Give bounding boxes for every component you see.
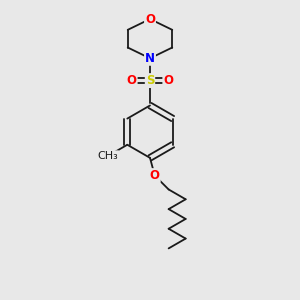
Text: O: O: [145, 13, 155, 26]
Text: O: O: [127, 74, 137, 87]
Text: S: S: [146, 74, 154, 87]
Text: N: N: [145, 52, 155, 65]
Text: O: O: [163, 74, 173, 87]
Text: CH₃: CH₃: [98, 151, 118, 161]
Text: O: O: [150, 169, 160, 182]
